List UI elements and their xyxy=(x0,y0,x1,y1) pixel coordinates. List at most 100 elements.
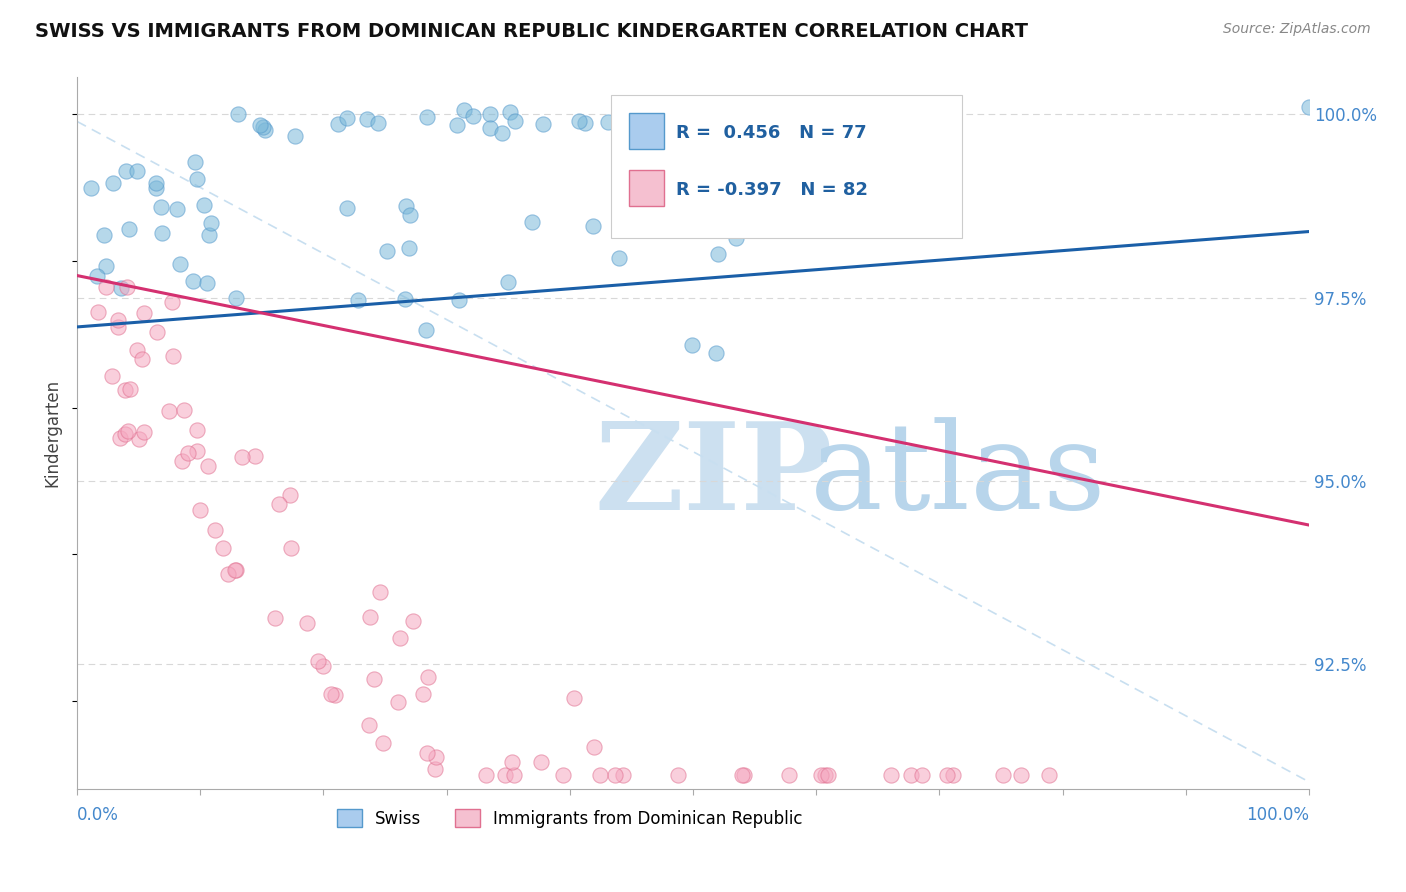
Point xyxy=(160,294,183,309)
Point xyxy=(603,767,626,781)
Point xyxy=(425,750,447,764)
Text: atlas: atlas xyxy=(810,417,1107,534)
Point xyxy=(321,687,343,701)
Point xyxy=(114,426,136,441)
Point xyxy=(117,424,139,438)
Point xyxy=(395,199,418,213)
Point xyxy=(363,672,385,686)
Point xyxy=(731,767,754,781)
Point xyxy=(204,523,226,537)
Point xyxy=(724,231,747,245)
Point xyxy=(505,113,527,128)
Point xyxy=(814,767,837,781)
Point xyxy=(200,216,222,230)
Point xyxy=(562,691,585,706)
Y-axis label: Kindergarten: Kindergarten xyxy=(44,379,60,487)
Point xyxy=(359,609,381,624)
Point xyxy=(582,219,605,234)
Legend: Swiss, Immigrants from Dominican Republic: Swiss, Immigrants from Dominican Republi… xyxy=(330,803,810,834)
Point xyxy=(681,338,703,352)
Point xyxy=(810,767,832,781)
Point xyxy=(197,458,219,473)
Point xyxy=(101,368,124,383)
Point xyxy=(446,118,468,132)
FancyBboxPatch shape xyxy=(628,170,664,205)
Point xyxy=(942,767,965,781)
Point xyxy=(583,739,606,754)
Point xyxy=(110,281,132,295)
Point xyxy=(696,117,718,131)
Point xyxy=(96,280,118,294)
Point xyxy=(402,614,425,628)
Point xyxy=(900,767,922,781)
Point xyxy=(169,257,191,271)
Point xyxy=(1298,100,1320,114)
Point xyxy=(107,312,129,326)
Point xyxy=(598,115,620,129)
Point xyxy=(666,767,689,781)
Text: ZIP: ZIP xyxy=(595,417,832,535)
Text: 0.0%: 0.0% xyxy=(77,805,120,824)
Point xyxy=(243,450,266,464)
Point xyxy=(280,541,302,556)
Point xyxy=(323,688,346,702)
Point xyxy=(778,767,800,781)
Point xyxy=(568,113,591,128)
Point xyxy=(520,215,543,229)
Point xyxy=(193,198,215,212)
Point xyxy=(162,349,184,363)
Point xyxy=(423,762,446,776)
Point xyxy=(80,181,103,195)
Point xyxy=(475,767,498,781)
Point xyxy=(186,443,208,458)
Text: R = -0.397   N = 82: R = -0.397 N = 82 xyxy=(676,181,868,199)
Point xyxy=(249,118,271,132)
Point xyxy=(93,227,115,242)
Point xyxy=(225,563,247,577)
Point xyxy=(267,497,290,511)
Point xyxy=(197,276,219,290)
Point xyxy=(501,755,523,769)
Point xyxy=(502,767,524,781)
Point xyxy=(118,382,141,396)
Point xyxy=(394,292,416,306)
Point xyxy=(217,567,239,582)
Point xyxy=(706,247,728,261)
Point xyxy=(574,116,596,130)
Point xyxy=(498,275,520,289)
Point xyxy=(114,164,136,178)
Point xyxy=(186,424,208,438)
Point xyxy=(118,222,141,236)
Point xyxy=(159,404,181,418)
Point xyxy=(225,292,247,306)
Point xyxy=(252,120,274,134)
Point xyxy=(551,767,574,781)
Point xyxy=(176,446,198,460)
Point xyxy=(389,631,412,645)
Point xyxy=(706,346,728,360)
Point xyxy=(145,181,167,195)
Point xyxy=(640,119,662,133)
Point xyxy=(131,352,153,367)
FancyBboxPatch shape xyxy=(628,113,664,149)
Point xyxy=(127,343,149,357)
Point xyxy=(607,251,630,265)
Point xyxy=(188,503,211,517)
Point xyxy=(336,111,359,125)
Point xyxy=(398,241,420,255)
Point xyxy=(1038,767,1060,781)
Point xyxy=(1010,767,1032,781)
Point xyxy=(150,226,173,240)
Point xyxy=(696,108,718,122)
Point xyxy=(416,110,439,124)
Point xyxy=(198,227,221,242)
Text: SWISS VS IMMIGRANTS FROM DOMINICAN REPUBLIC KINDERGARTEN CORRELATION CHART: SWISS VS IMMIGRANTS FROM DOMINICAN REPUB… xyxy=(35,22,1028,41)
Point xyxy=(412,688,434,702)
Point xyxy=(128,433,150,447)
Point xyxy=(212,541,235,555)
Point xyxy=(186,172,208,186)
Point xyxy=(226,107,249,121)
Point xyxy=(817,767,839,781)
Point xyxy=(295,616,318,631)
Point xyxy=(224,563,246,577)
